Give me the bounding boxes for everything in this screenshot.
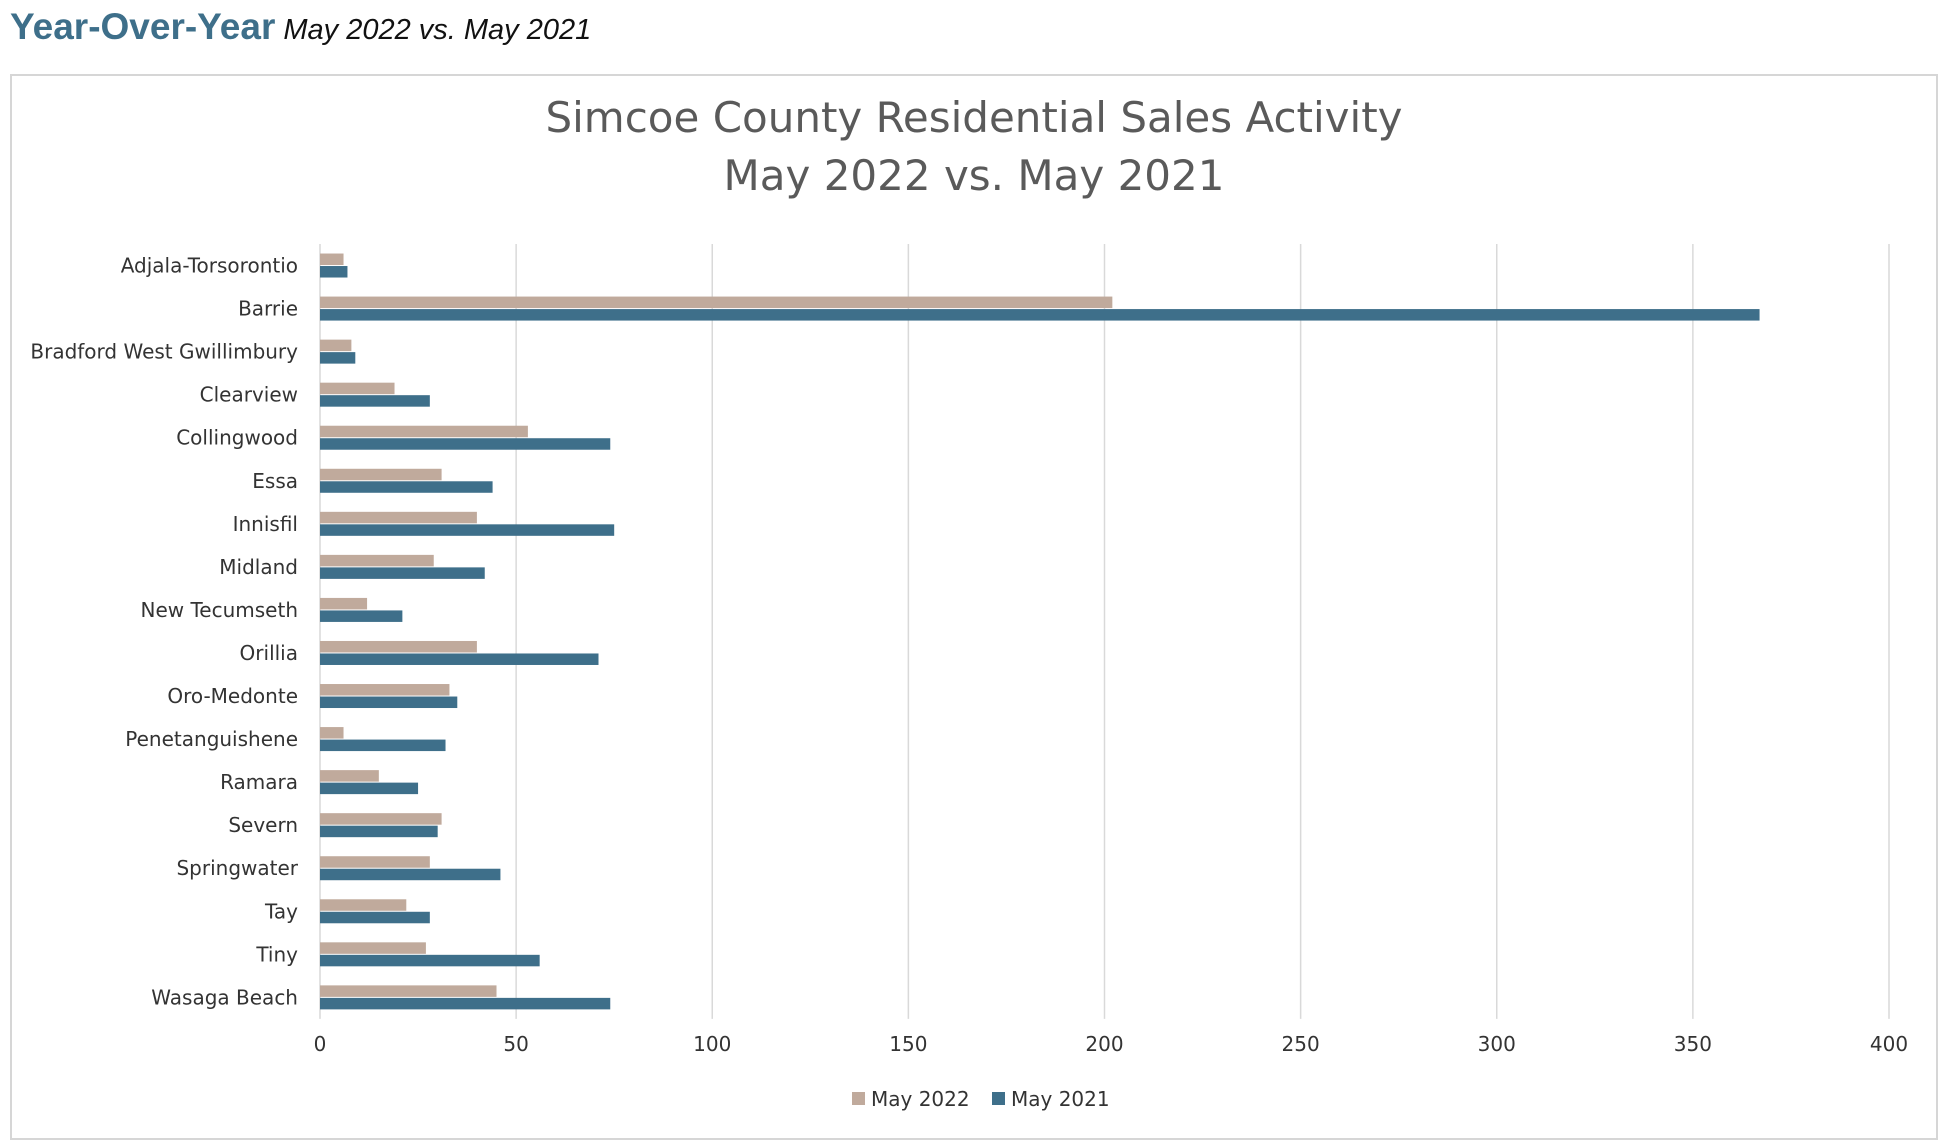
legend-swatch [852, 1092, 865, 1105]
x-tick-label: 300 [1478, 1032, 1516, 1056]
bar-may-2021 [320, 352, 356, 364]
bar-may-2022 [320, 597, 368, 610]
bar-may-2021 [320, 997, 611, 1010]
category-label: Bradford West Gwillimbury [30, 340, 298, 364]
bar-may-2021 [320, 481, 493, 493]
bar-may-2021 [320, 696, 458, 709]
bar-may-2022 [320, 382, 395, 395]
bar-may-2021 [320, 653, 599, 665]
x-tick-label: 250 [1282, 1032, 1320, 1056]
x-tick-label: 100 [693, 1032, 731, 1056]
x-tick-label: 350 [1674, 1032, 1712, 1056]
bar-may-2022 [320, 899, 407, 911]
x-tick-label: 200 [1085, 1032, 1123, 1056]
chart-title-line: May 2022 vs. May 2021 [724, 151, 1225, 200]
bar-may-2022 [320, 727, 344, 739]
bar-may-2022 [320, 253, 344, 266]
category-label: Barrie [238, 297, 298, 321]
chart-title-line: Simcoe County Residential Sales Activity [545, 93, 1402, 142]
legend-swatch [992, 1092, 1005, 1105]
x-tick-label: 50 [503, 1032, 528, 1056]
chart-frame: Simcoe County Residential Sales Activity… [10, 74, 1938, 1140]
bar-may-2021 [320, 610, 403, 622]
page-title: Year-Over-Year [10, 6, 276, 47]
category-label: Severn [228, 813, 298, 837]
bar-may-2021 [320, 309, 1760, 321]
bar-may-2021 [320, 868, 501, 881]
category-label: Orillia [240, 641, 298, 665]
bar-may-2021 [320, 524, 615, 536]
category-label: New Tecumseth [141, 598, 299, 622]
x-tick-label: 0 [314, 1032, 327, 1056]
category-label: Collingwood [176, 426, 298, 450]
category-label: Penetanguishene [125, 727, 298, 751]
x-tick-label: 400 [1870, 1032, 1908, 1056]
bar-may-2022 [320, 296, 1113, 309]
category-label: Clearview [200, 383, 298, 407]
bar-may-2021 [320, 911, 430, 924]
bar-may-2021 [320, 825, 438, 838]
bar-may-2022 [320, 770, 379, 782]
legend-label: May 2022 [871, 1087, 970, 1111]
category-label: Essa [252, 469, 298, 493]
bar-may-2022 [320, 554, 434, 567]
bar-may-2022 [320, 425, 528, 438]
category-label: Springwater [176, 856, 298, 880]
bar-may-2021 [320, 395, 430, 407]
category-label: Oro-Medonte [167, 684, 298, 708]
bar-may-2022 [320, 813, 442, 825]
bar-may-2022 [320, 339, 352, 352]
bar-may-2022 [320, 640, 477, 653]
category-label: Ramara [220, 770, 298, 794]
bar-may-2022 [320, 856, 430, 868]
page-subtitle: May 2022 vs. May 2021 [283, 14, 592, 46]
bar-may-2022 [320, 942, 426, 954]
category-label: Adjala-Torsorontio [121, 254, 298, 278]
bar-may-2022 [320, 684, 450, 696]
bar-may-2022 [320, 985, 497, 997]
category-label: Wasaga Beach [151, 985, 298, 1009]
page-header: Year-Over-Year May 2022 vs. May 2021 [10, 6, 591, 48]
bar-may-2021 [320, 954, 540, 967]
category-label: Innisfil [233, 512, 298, 536]
bar-may-2021 [320, 438, 611, 450]
x-tick-label: 150 [889, 1032, 927, 1056]
legend-label: May 2021 [1011, 1087, 1110, 1111]
bar-may-2022 [320, 511, 477, 524]
category-label: Tiny [255, 942, 298, 966]
bar-may-2022 [320, 468, 442, 481]
category-label: Midland [219, 555, 298, 579]
bar-may-2021 [320, 567, 485, 579]
bar-may-2021 [320, 782, 419, 795]
bar-may-2021 [320, 266, 348, 278]
bar-chart: Simcoe County Residential Sales Activity… [30, 93, 1908, 1111]
category-label: Tay [264, 899, 298, 923]
bar-may-2021 [320, 739, 446, 752]
